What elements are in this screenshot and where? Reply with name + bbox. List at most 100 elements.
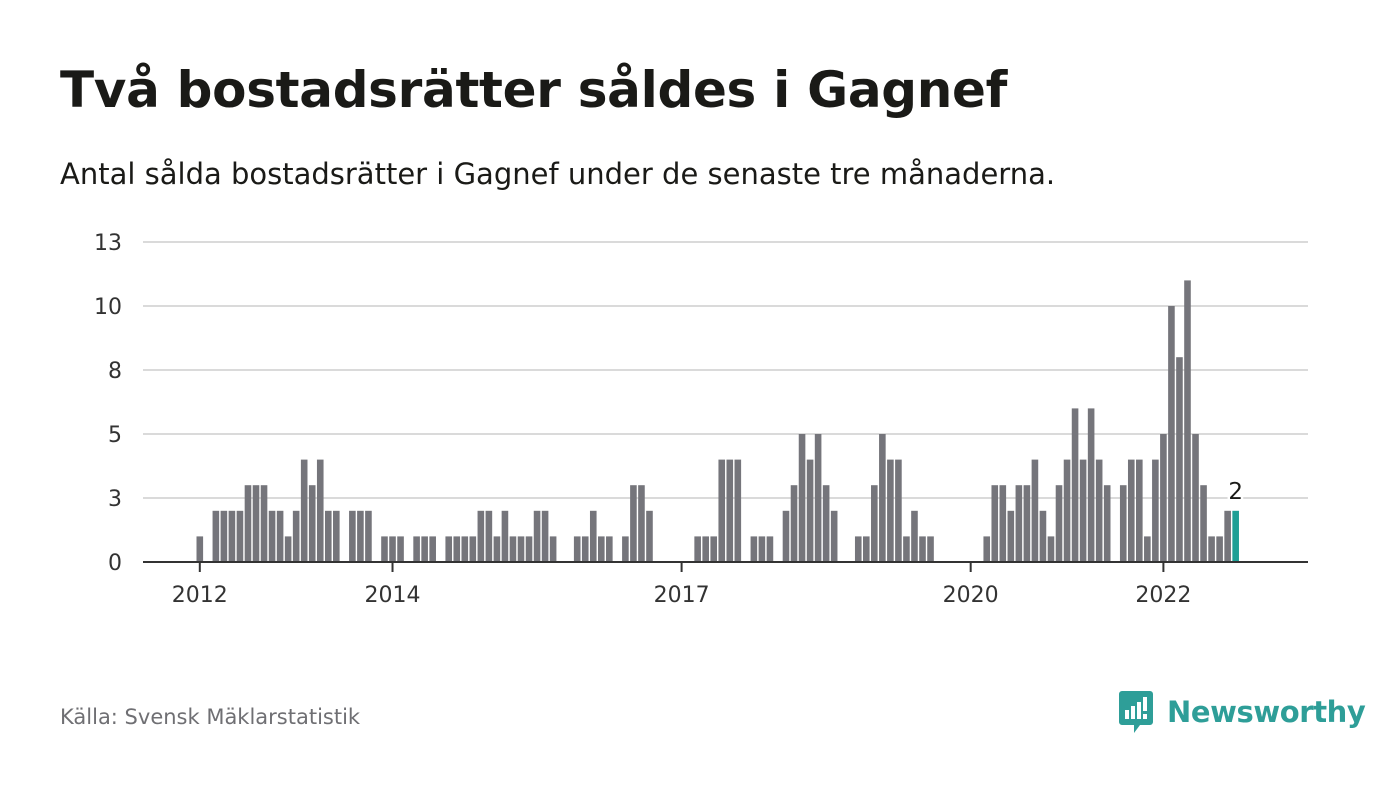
bar xyxy=(284,536,292,562)
bar xyxy=(1063,459,1071,562)
bar xyxy=(461,536,469,562)
bar xyxy=(622,536,629,562)
bar xyxy=(1071,408,1079,562)
bar xyxy=(1087,408,1095,562)
bar xyxy=(1023,485,1031,562)
bar xyxy=(349,510,356,562)
y-tick-label: 5 xyxy=(108,423,122,448)
bar xyxy=(252,485,260,562)
bar xyxy=(887,459,894,562)
bar xyxy=(381,536,388,562)
bar xyxy=(694,536,701,562)
bar xyxy=(1192,434,1199,562)
bar xyxy=(919,536,926,562)
bar xyxy=(806,459,814,562)
bar xyxy=(389,536,396,562)
bar xyxy=(758,536,766,562)
bar xyxy=(1031,459,1039,562)
bar xyxy=(1047,536,1055,562)
bar xyxy=(501,510,509,562)
bar xyxy=(397,536,404,562)
bar xyxy=(413,536,420,562)
bar xyxy=(533,510,541,562)
bar xyxy=(212,510,220,562)
bar xyxy=(1168,306,1175,562)
bar xyxy=(1095,459,1103,562)
bar xyxy=(1079,459,1087,562)
bar xyxy=(244,485,252,562)
bar xyxy=(879,434,886,562)
x-axis-labels: 2012 2014 2017 2020 2022 xyxy=(172,583,1192,608)
y-tick-label: 13 xyxy=(94,231,122,256)
bar xyxy=(911,510,918,562)
bar xyxy=(927,536,934,562)
bar xyxy=(766,536,774,562)
y-tick-label: 0 xyxy=(108,551,122,576)
y-tick-label: 3 xyxy=(108,487,122,512)
bar xyxy=(220,510,228,562)
bar xyxy=(445,536,453,562)
bar xyxy=(630,485,637,562)
bar xyxy=(477,510,485,562)
bar xyxy=(1127,459,1135,562)
chart-subtitle: Antal sålda bostadsrätter i Gagnef under… xyxy=(60,157,1056,191)
bar xyxy=(292,510,300,562)
bar xyxy=(525,536,533,562)
bar xyxy=(316,459,324,562)
bar xyxy=(1208,536,1215,562)
chart-title: Två bostadsrätter såldes i Gagnef xyxy=(60,61,1008,119)
x-tick-label: 2017 xyxy=(654,583,710,608)
bar xyxy=(903,536,910,562)
bar xyxy=(365,510,372,562)
bar xyxy=(1160,434,1167,562)
bar xyxy=(469,536,477,562)
bar xyxy=(999,485,1007,562)
x-tick-label: 2022 xyxy=(1135,583,1191,608)
bar xyxy=(573,536,581,562)
bar xyxy=(710,536,718,562)
bar xyxy=(1119,485,1127,562)
bar xyxy=(734,459,742,562)
bar xyxy=(991,485,999,562)
bar xyxy=(228,510,236,562)
x-tick-label: 2014 xyxy=(365,583,421,608)
bar xyxy=(1216,536,1223,562)
bar xyxy=(854,536,862,562)
bar xyxy=(429,536,436,562)
brand-name: Newsworthy xyxy=(1167,695,1366,729)
bar xyxy=(517,536,525,562)
bar xyxy=(814,434,822,562)
x-tick-label: 2020 xyxy=(943,583,999,608)
bar xyxy=(1152,459,1159,562)
bar xyxy=(598,536,605,562)
bar xyxy=(1103,485,1111,562)
bar xyxy=(308,485,316,562)
bar xyxy=(493,536,501,562)
bar xyxy=(357,510,364,562)
bar xyxy=(983,536,991,562)
newsworthy-logo[interactable]: Newsworthy xyxy=(1118,688,1366,736)
annotations: 2 xyxy=(1226,476,1246,507)
bar xyxy=(549,536,557,562)
bar xyxy=(453,536,461,562)
bar xyxy=(822,485,830,562)
bar-highlight xyxy=(1232,510,1239,562)
bar xyxy=(324,510,332,562)
bar xyxy=(606,536,613,562)
bar xyxy=(421,536,428,562)
bar xyxy=(1176,357,1183,562)
bar xyxy=(790,485,798,562)
bar xyxy=(782,510,790,562)
bar xyxy=(638,485,645,562)
bar xyxy=(718,459,726,562)
x-axis xyxy=(143,561,1308,572)
bar xyxy=(1055,485,1063,562)
bar xyxy=(1200,485,1207,562)
bar xyxy=(589,510,597,562)
bar xyxy=(333,510,340,562)
bar xyxy=(300,459,308,562)
y-axis-labels: 0 3 5 8 10 13 xyxy=(94,231,122,576)
y-tick-label: 8 xyxy=(108,359,122,384)
newsworthy-logo-icon xyxy=(1119,691,1153,733)
